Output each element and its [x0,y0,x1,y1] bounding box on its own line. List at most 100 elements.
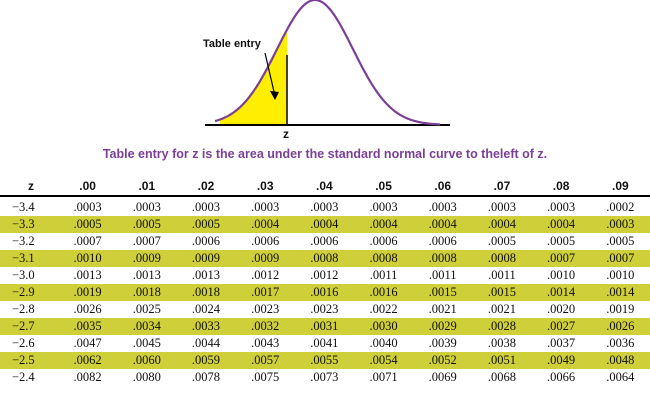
probability-cell: .0066 [547,370,576,384]
arrow-head [270,91,279,100]
probability-cell: .0044 [191,336,221,350]
probability-cell: .0047 [73,336,102,350]
probability-cell: .0008 [294,250,354,267]
probability-cell: .0055 [294,352,354,369]
probability-cell: .0009 [176,250,236,267]
probability-cell: .0060 [117,352,177,369]
probability-cell: .0009 [235,250,295,267]
header-col: .00 [58,176,118,197]
probability-cell: .0008 [472,250,532,267]
table-row: −2.6 .0047 .0045 .0044 .0043 .0041 .0040 .0039.… [0,335,650,352]
probability-cell: .0013 [132,268,161,282]
probability-cell: .0012 [251,268,280,282]
probability-cell: .0011 [488,268,516,282]
probability-cell: .0025 [132,302,161,316]
z-value-cell: −3.4 [12,200,35,214]
probability-cell: .0021 [428,302,457,316]
probability-cell: .0003 [428,200,457,214]
table-row: −2.7.0035.0034.0033.0032.0031.0030.0029.… [0,318,650,335]
probability-cell: .0054 [353,352,414,369]
z-value-cell: −2.4 [12,370,35,384]
probability-cell: .0018 [176,284,236,301]
z-value-cell: −3.2 [12,234,35,248]
probability-cell: .0003 [487,200,516,214]
probability-cell: .0007 [73,234,102,248]
probability-cell: .0003 [310,200,339,214]
header-col: .06 [413,176,473,197]
probability-cell: .0028 [472,318,532,335]
z-value-cell: −2.8 [12,302,35,316]
figure-caption: Table entry for z is the area under the … [102,147,548,161]
probability-cell: .0014 [590,284,650,301]
probability-cell: .0032 [235,318,295,335]
table-row: −3.1.0010.0009.0009.0009.0008.0008.0008.… [0,250,650,267]
z-value-cell: −2.7 [0,318,58,335]
table-row: −3.0 .0013 .0013 .0013 .0012 .0012 .0011 .0011.… [0,267,650,284]
table-row: −2.5.0062.0060.0059.0057.0055.0054.0052.… [0,352,650,369]
z-value-cell: −2.9 [0,284,58,301]
probability-cell: .0010 [547,268,576,282]
header-col: .02 [176,176,236,197]
probability-cell: .0007 [531,250,591,267]
probability-cell: .0012 [310,268,339,282]
probability-cell: .0051 [472,352,532,369]
probability-cell: .0023 [251,302,280,316]
probability-cell: .0005 [117,216,177,233]
probability-cell: .0006 [369,234,398,248]
header-col: .04 [294,176,354,197]
probability-cell: .0015 [472,284,532,301]
probability-cell: .0020 [547,302,576,316]
header-col: .08 [531,176,591,197]
probability-cell: .0068 [487,370,516,384]
probability-cell: .0041 [310,336,339,350]
probability-cell: .0078 [191,370,221,384]
probability-cell: .0004 [413,216,473,233]
probability-cell: .0023 [310,302,339,316]
z-value-cell: −3.1 [0,250,58,267]
probability-cell: .0003 [369,200,398,214]
probability-cell: .0006 [428,234,457,248]
probability-cell: .0073 [310,370,339,384]
probability-cell: .0005 [487,234,516,248]
probability-cell: .0030 [353,318,414,335]
probability-cell: .0013 [73,268,102,282]
probability-cell: .0082 [73,370,102,384]
probability-cell: .0027 [531,318,591,335]
probability-cell: .0008 [413,250,473,267]
header-col: .03 [235,176,295,197]
table-row: −3.2 .0007 .0007 .0006 .0006 .0006 .0006 .0006.… [0,233,650,250]
probability-cell: .0007 [590,250,650,267]
header-col: .09 [590,176,650,197]
probability-cell: .0017 [235,284,295,301]
table-row: −2.8 .0026 .0025 .0024 .0023 .0023 .0022 .0021.… [0,301,650,318]
probability-cell: .0003 [547,200,576,214]
normal-curve-figure: Table entry z [203,0,450,141]
probability-cell: .0003 [590,216,650,233]
probability-cell: .0006 [310,234,339,248]
probability-cell: .0075 [251,370,280,384]
probability-cell: .0011 [369,268,398,282]
probability-cell: .0045 [132,336,161,350]
probability-cell: .0005 [58,216,118,233]
probability-cell: .0022 [369,302,398,316]
probability-cell: .0002 [606,200,635,214]
table-entry-label: Table entry [203,38,262,50]
probability-cell: .0014 [531,284,591,301]
probability-cell: .0005 [606,234,635,248]
normal-curve [214,0,441,126]
probability-cell: .0029 [413,318,473,335]
probability-cell: .0009 [117,250,177,267]
probability-cell: .0080 [132,370,161,384]
probability-cell: .0035 [58,318,118,335]
probability-cell: .0010 [58,250,118,267]
probability-cell: .0004 [294,216,354,233]
probability-cell: .0038 [487,336,516,350]
probability-cell: .0048 [590,352,650,369]
table-header-row: z .00.01.02.03.04.05.06.07.08.09 [0,176,650,197]
probability-cell: .0026 [590,318,650,335]
header-col: .05 [353,176,414,197]
probability-cell: .0004 [472,216,532,233]
probability-cell: .0006 [191,234,221,248]
probability-cell: .0005 [176,216,236,233]
table-entry-arrow [264,52,276,97]
